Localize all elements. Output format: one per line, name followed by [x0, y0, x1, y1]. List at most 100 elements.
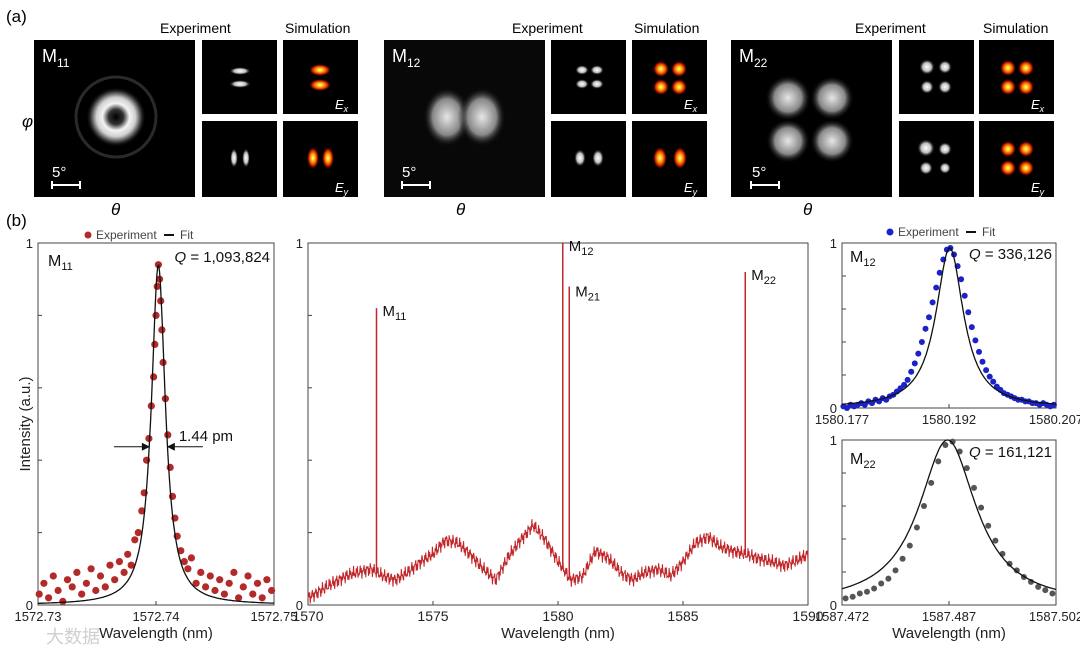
lobe: [810, 119, 854, 163]
data-point: [871, 585, 878, 592]
data-point: [111, 576, 119, 584]
col-header-experiment: Experiment: [512, 20, 583, 36]
data-point: [933, 284, 940, 291]
data-point: [184, 565, 192, 573]
y-tick-label: 0: [830, 401, 837, 416]
x-tick-label: 1580.177: [815, 412, 869, 427]
lobe: [938, 60, 952, 74]
fit-curve: [38, 263, 275, 604]
lobe: [1018, 60, 1034, 76]
mode-label: M12: [850, 249, 876, 269]
exp-ex-image: [551, 40, 626, 114]
q-factor-label: Q = 336,126: [969, 246, 1052, 263]
data-point: [1035, 583, 1042, 590]
data-point: [187, 554, 195, 562]
data-point: [40, 579, 48, 587]
data-point: [904, 376, 911, 383]
scale-label: 5°: [52, 164, 66, 181]
data-point: [921, 503, 927, 509]
data-point: [885, 575, 892, 582]
data-point: [73, 568, 81, 577]
data-point: [258, 594, 266, 602]
lobe: [653, 61, 669, 77]
chart-m22-resonance: 1587.472 1587.487 1587.502 0 1 Wavelength (nm…: [815, 433, 1080, 642]
lobe: [309, 64, 331, 76]
data-point: [878, 580, 885, 587]
data-point: [211, 586, 219, 595]
fwhm-arrowhead-right: [166, 442, 175, 451]
lobe: [765, 75, 811, 121]
mode-label: M22: [850, 451, 876, 471]
data-point: [150, 373, 158, 381]
x-axis-label: Wavelength (nm): [99, 625, 213, 642]
data-point: [159, 358, 167, 367]
lobe: [1018, 79, 1034, 95]
data-point: [926, 314, 932, 321]
lobe: [423, 87, 471, 147]
peak-label: M22: [751, 267, 776, 287]
data-point: [958, 276, 965, 283]
lobe: [1000, 160, 1016, 176]
lobe: [919, 59, 935, 75]
lobe: [592, 149, 604, 167]
data-point: [979, 358, 986, 365]
ey-label: Ey: [1031, 180, 1045, 197]
x-tick-label: 1580: [542, 608, 573, 624]
data-point: [911, 360, 918, 367]
data-point: [842, 595, 849, 602]
fit-curve: [841, 439, 1057, 591]
data-point: [263, 576, 271, 584]
mode-group-m12: Experiment Simulation M12 5° θ Ex Ey: [384, 20, 707, 219]
data-point: [864, 588, 870, 595]
data-point: [82, 579, 90, 587]
data-point: [928, 479, 935, 486]
data-point: [985, 522, 992, 529]
x-tick-label: 1580.192: [922, 412, 976, 427]
sim-ex-image: [632, 40, 707, 114]
chart-full-spectrum: 1570 1575 1580 1585 1590 0 1 Wavelength (nm) M11…: [292, 236, 823, 642]
exp-ex-image: [899, 40, 974, 114]
x-tick-label: 1572.75: [251, 609, 298, 624]
data-point: [216, 576, 224, 584]
mode-label-m12: M12: [392, 46, 421, 70]
lobe: [307, 147, 319, 169]
data-point: [961, 292, 968, 299]
lobe: [919, 161, 933, 175]
x-tick-label: 1572.74: [133, 609, 180, 624]
sim-ey-image: [979, 121, 1054, 197]
lobe: [938, 142, 952, 156]
lobe: [1000, 79, 1016, 95]
x-axis-label: Wavelength (nm): [501, 625, 615, 642]
ex-label: Ex: [335, 97, 349, 114]
data-point: [106, 561, 114, 569]
data-point: [166, 463, 174, 471]
legend-marker-experiment: [84, 231, 92, 239]
lobe: [575, 79, 589, 89]
data-point: [164, 431, 172, 439]
data-point: [268, 586, 276, 595]
x-tick-label: 1570: [292, 608, 323, 624]
data-point: [253, 579, 262, 587]
scale-label: 5°: [402, 164, 416, 181]
exp-ey-image: [202, 121, 277, 197]
data-point: [152, 311, 160, 319]
data-point: [115, 558, 123, 566]
lobe: [590, 79, 604, 89]
data-point: [180, 558, 188, 566]
x-tick-label: 1585: [667, 608, 698, 624]
lobe: [590, 65, 604, 75]
lobe: [653, 147, 667, 169]
data-point: [913, 524, 920, 531]
ey-label: Ey: [335, 180, 349, 197]
data-point: [249, 590, 257, 598]
x-tick-label: 1587.502: [1029, 609, 1080, 624]
x-axis-label: Wavelength (nm): [892, 625, 1006, 642]
y-tick-label: 1: [830, 433, 837, 448]
lobe: [673, 147, 687, 169]
legend-label-fit: Fit: [180, 228, 194, 242]
chart-m11-resonance: 1572.73 1572.74 1572.75 0 1 Wavelength (nm) Ex…: [15, 228, 298, 642]
ey-label: Ey: [684, 180, 698, 197]
lobe: [575, 65, 589, 75]
y-tick-label: 1: [296, 236, 303, 251]
sim-ey-image: [632, 121, 707, 197]
